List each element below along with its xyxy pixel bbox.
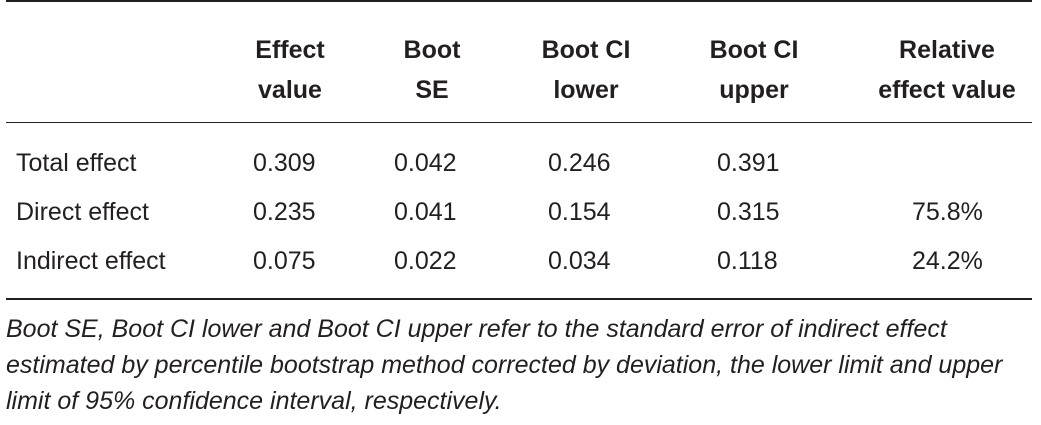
cell-lower: 0.034 xyxy=(548,247,611,275)
cell-relative: 24.2% xyxy=(912,247,983,275)
cell-upper: 0.391 xyxy=(717,149,780,177)
cell-lower: 0.246 xyxy=(548,149,611,177)
table-row-label: Direct effect xyxy=(16,198,149,226)
header-boot-ci-lower: Boot CI lower xyxy=(541,36,631,104)
cell-upper: 0.315 xyxy=(717,198,780,226)
header-relative-effect-value: Relative effect value xyxy=(878,36,1016,104)
cell-upper: 0.118 xyxy=(717,247,778,275)
table-bottom-rule xyxy=(6,298,1032,300)
cell-effect: 0.309 xyxy=(253,149,316,177)
table-header-rule xyxy=(6,122,1032,123)
table-row-label: Indirect effect xyxy=(16,247,166,275)
header-boot-se: Boot SE xyxy=(403,36,461,104)
cell-lower: 0.154 xyxy=(548,198,611,226)
cell-relative: 75.8% xyxy=(912,198,983,226)
cell-effect: 0.235 xyxy=(253,198,316,226)
cell-se: 0.022 xyxy=(394,247,457,275)
cell-effect: 0.075 xyxy=(253,247,316,275)
table-top-rule xyxy=(6,0,1032,2)
cell-se: 0.042 xyxy=(394,149,457,177)
cell-se: 0.041 xyxy=(394,198,457,226)
header-effect-value: Effect value xyxy=(255,36,325,104)
header-boot-ci-upper: Boot CI upper xyxy=(709,36,799,104)
table-row-label: Total effect xyxy=(16,149,137,177)
table-footnote: Boot SE, Boot CI lower and Boot CI upper… xyxy=(6,315,1003,415)
